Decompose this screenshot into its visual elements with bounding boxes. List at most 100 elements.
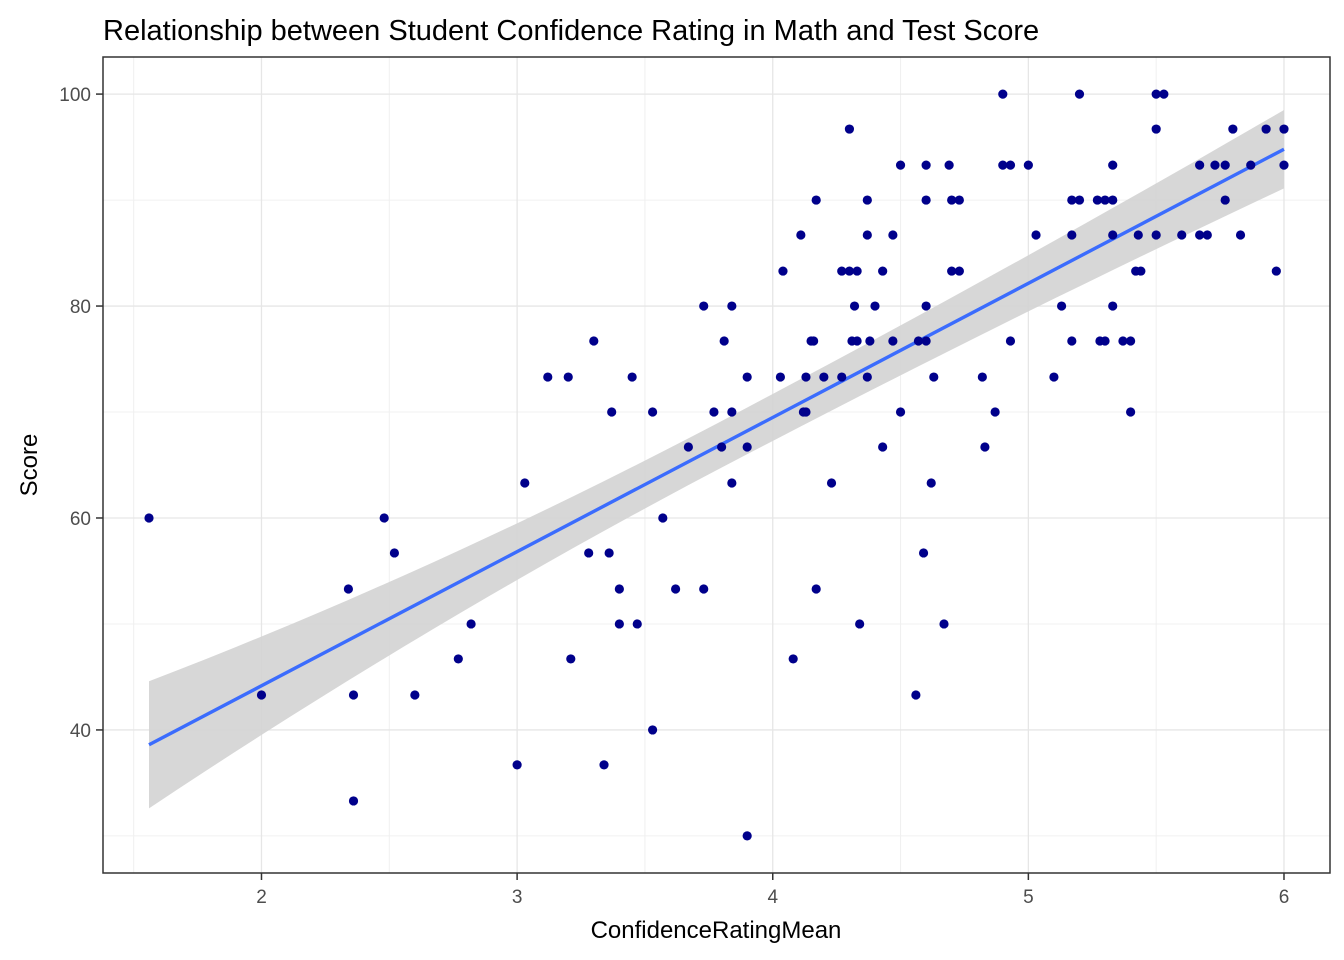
data-point <box>607 407 617 417</box>
data-point <box>1195 160 1205 170</box>
panel-border <box>102 56 1331 874</box>
data-point <box>512 760 522 770</box>
y-tick-label: 100 <box>59 85 91 106</box>
data-point <box>584 548 594 558</box>
data-point <box>1136 266 1146 276</box>
y-tick-label: 40 <box>70 721 91 742</box>
data-point <box>977 372 987 382</box>
plot-panel <box>102 56 1331 874</box>
data-point <box>1049 372 1059 382</box>
data-point <box>980 442 990 452</box>
data-point <box>699 584 709 594</box>
data-point <box>742 442 752 452</box>
data-point <box>1202 230 1212 240</box>
data-point <box>954 195 964 205</box>
data-point <box>742 372 752 382</box>
major-gridlines <box>103 57 1330 873</box>
data-point <box>1279 160 1289 170</box>
data-point <box>144 513 154 523</box>
y-axis: 40 60 80 100 <box>59 85 103 742</box>
data-point <box>844 124 855 134</box>
data-point <box>921 160 931 170</box>
data-point <box>727 478 737 488</box>
data-point <box>566 654 576 664</box>
data-point <box>849 301 860 311</box>
data-point <box>837 266 847 276</box>
data-point <box>1126 336 1136 346</box>
data-point <box>699 301 709 311</box>
data-point <box>256 690 267 700</box>
data-point <box>998 89 1008 99</box>
data-point <box>811 195 821 205</box>
data-point <box>543 372 553 382</box>
data-point <box>1092 195 1102 205</box>
data-point <box>348 690 359 700</box>
data-point <box>1151 124 1161 134</box>
data-point <box>614 584 624 594</box>
data-point <box>819 372 829 382</box>
x-tick-label: 4 <box>767 887 778 908</box>
data-point <box>1005 336 1016 346</box>
y-axis-title: Score <box>16 434 43 497</box>
data-point <box>683 442 693 452</box>
x-tick-label: 2 <box>256 887 267 908</box>
data-point <box>604 548 614 558</box>
data-point <box>911 690 921 700</box>
data-point <box>343 584 353 594</box>
data-point <box>453 654 463 664</box>
data-point <box>1220 160 1230 170</box>
data-point <box>1023 160 1033 170</box>
data-point <box>855 619 865 629</box>
data-point <box>1108 195 1118 205</box>
data-point <box>727 301 737 311</box>
data-point <box>801 407 811 417</box>
data-point <box>801 372 811 382</box>
data-point <box>1005 160 1016 170</box>
data-point <box>862 372 872 382</box>
data-point <box>895 160 906 170</box>
data-point <box>1074 195 1085 205</box>
data-point <box>348 796 359 806</box>
data-point <box>926 478 936 488</box>
data-point <box>389 548 400 558</box>
regression-line <box>148 147 1285 747</box>
data-point <box>844 266 855 276</box>
data-point <box>796 230 806 240</box>
data-points <box>144 89 1289 841</box>
data-point <box>647 725 658 735</box>
data-point <box>1100 195 1110 205</box>
data-point <box>778 266 788 276</box>
confidence-band <box>149 110 1284 809</box>
data-point <box>870 301 880 311</box>
data-point <box>1108 230 1118 240</box>
data-point <box>1074 89 1085 99</box>
data-point <box>947 195 957 205</box>
data-point <box>647 407 658 417</box>
data-point <box>632 619 642 629</box>
data-point <box>775 372 786 382</box>
x-axis-title: ConfidenceRatingMean <box>591 917 842 944</box>
data-point <box>852 266 862 276</box>
x-axis: 2 3 4 5 6 <box>256 873 1289 908</box>
x-tick-label: 5 <box>1023 887 1034 908</box>
data-point <box>809 336 819 346</box>
data-point <box>1246 160 1256 170</box>
data-point <box>1279 124 1289 134</box>
y-tick-label: 60 <box>70 509 91 530</box>
x-tick-label: 6 <box>1279 887 1290 908</box>
data-point <box>1100 336 1110 346</box>
y-tick-label: 80 <box>70 297 91 318</box>
data-point <box>709 407 719 417</box>
data-point <box>788 654 798 664</box>
data-point <box>1067 336 1077 346</box>
chart-title: Relationship between Student Confidence … <box>103 15 1039 47</box>
data-point <box>1118 336 1128 346</box>
data-point <box>1159 89 1169 99</box>
data-point <box>921 195 931 205</box>
data-point <box>878 442 888 452</box>
data-point <box>1056 301 1067 311</box>
data-point <box>563 372 573 382</box>
data-point <box>1195 230 1205 240</box>
data-point <box>466 619 476 629</box>
